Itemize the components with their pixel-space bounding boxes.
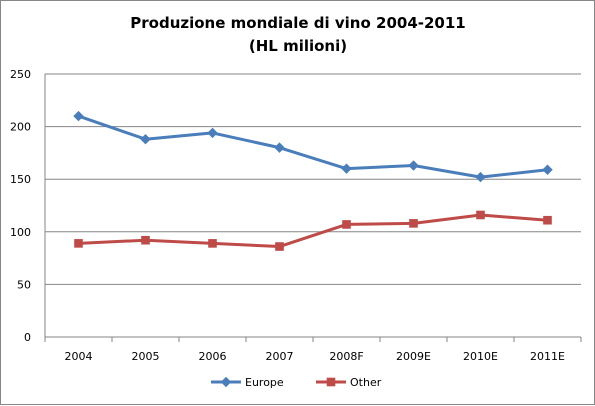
legend: Europe Other	[211, 376, 382, 389]
chart-title: Produzione mondiale di vino 2004-2011	[130, 14, 465, 32]
other-point	[208, 239, 217, 248]
y-tick-label: 250	[10, 68, 31, 81]
legend-swatch-marker	[220, 376, 232, 388]
y-tick-label: 100	[10, 226, 31, 239]
other-point	[275, 242, 284, 251]
legend-label: Other	[350, 376, 382, 389]
y-tick-label: 0	[24, 331, 31, 344]
europe-point	[542, 164, 553, 175]
europe-point	[274, 142, 285, 153]
europe-point	[408, 160, 419, 171]
series-lines	[73, 110, 553, 251]
x-tick-label: 2010E	[463, 350, 498, 363]
europe-point	[140, 134, 151, 145]
europe-point	[341, 163, 352, 174]
y-tick-label: 200	[10, 121, 31, 134]
other-line	[77, 213, 549, 249]
legend-label: Europe	[245, 376, 284, 389]
x-tick-label: 2009E	[396, 350, 431, 363]
gridlines	[45, 73, 581, 285]
x-tick-label: 2005	[132, 350, 160, 363]
other-point	[141, 235, 150, 245]
y-tick-label: 150	[10, 173, 31, 186]
europe-point	[73, 110, 84, 122]
other-point	[74, 239, 83, 248]
other-point	[543, 215, 552, 225]
x-tick-label: 2007	[266, 350, 294, 363]
series-other	[74, 210, 552, 251]
europe-point	[207, 127, 218, 139]
legend-item-europe: Europe	[211, 376, 284, 389]
legend-swatch-marker	[326, 377, 336, 387]
chart-subtitle: (HL milioni)	[249, 37, 347, 55]
x-axis-tick-labels: 2004 2005 2006 2007 2008F 2009E 2010E 2011E	[65, 350, 566, 363]
x-tick-label: 2004	[65, 350, 93, 363]
x-tick-label: 2008F	[329, 350, 363, 363]
europe-line	[77, 114, 549, 179]
other-point	[476, 210, 485, 220]
x-tick-label: 2006	[199, 350, 227, 363]
other-point	[409, 219, 418, 228]
y-tick-label: 50	[17, 278, 31, 291]
legend-item-other: Other	[316, 376, 382, 389]
axes	[44, 74, 582, 342]
y-axis-tick-labels: 0 50 100 150 200 250	[10, 68, 31, 344]
europe-point	[475, 171, 486, 183]
x-tick-label: 2011E	[530, 350, 565, 363]
other-point	[342, 220, 351, 229]
series-europe	[73, 110, 553, 183]
